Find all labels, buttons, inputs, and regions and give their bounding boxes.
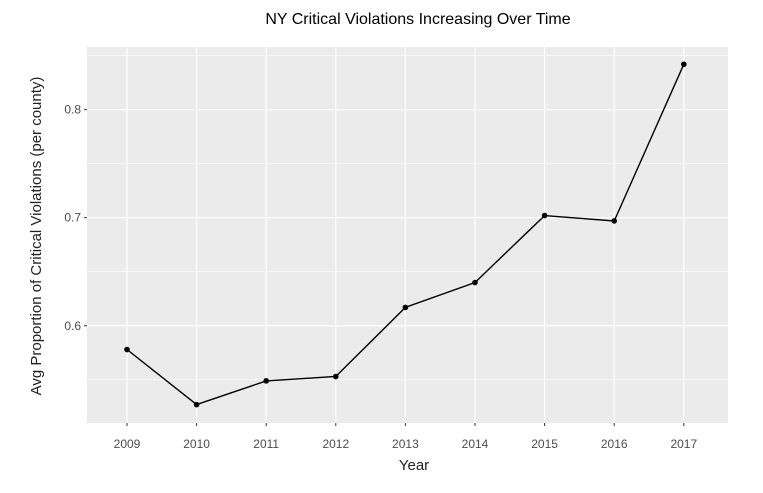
data-point: [124, 346, 130, 353]
data-point: [263, 378, 270, 384]
x-tick-label: 2009: [114, 437, 141, 451]
x-tick-label: 2016: [601, 437, 628, 451]
x-axis-ticks: 2009 2010 2011 2012 2013 2014 2015 2016 2017: [114, 423, 697, 451]
x-tick-label: 2013: [392, 437, 419, 451]
y-axis-ticks: 0.6 0.7 0.8: [64, 103, 87, 333]
plot-panel: [87, 47, 728, 423]
data-point: [402, 304, 409, 311]
data-point: [541, 212, 548, 219]
x-axis-label: Year: [399, 457, 429, 474]
x-tick-label: 2011: [253, 437, 279, 451]
data-points: [124, 61, 687, 408]
y-tick-label: 0.8: [64, 103, 81, 117]
chart-title: NY Critical Violations Increasing Over T…: [265, 11, 570, 28]
x-tick-label: 2012: [322, 437, 349, 451]
x-tick-label: 2014: [462, 437, 489, 451]
data-point: [193, 401, 200, 408]
x-tick-label: 2015: [531, 437, 558, 451]
y-axis-label: Avg Proportion of Critical Violations (p…: [28, 77, 45, 396]
data-point: [333, 373, 339, 380]
grid-lines: [87, 47, 728, 423]
y-tick-label: 0.6: [64, 319, 81, 333]
data-point: [681, 61, 687, 68]
x-tick-label: 2010: [183, 437, 210, 451]
y-tick-label: 0.7: [64, 211, 81, 225]
x-tick-label: 2017: [670, 437, 697, 451]
data-point: [611, 218, 617, 224]
data-point: [472, 279, 478, 286]
